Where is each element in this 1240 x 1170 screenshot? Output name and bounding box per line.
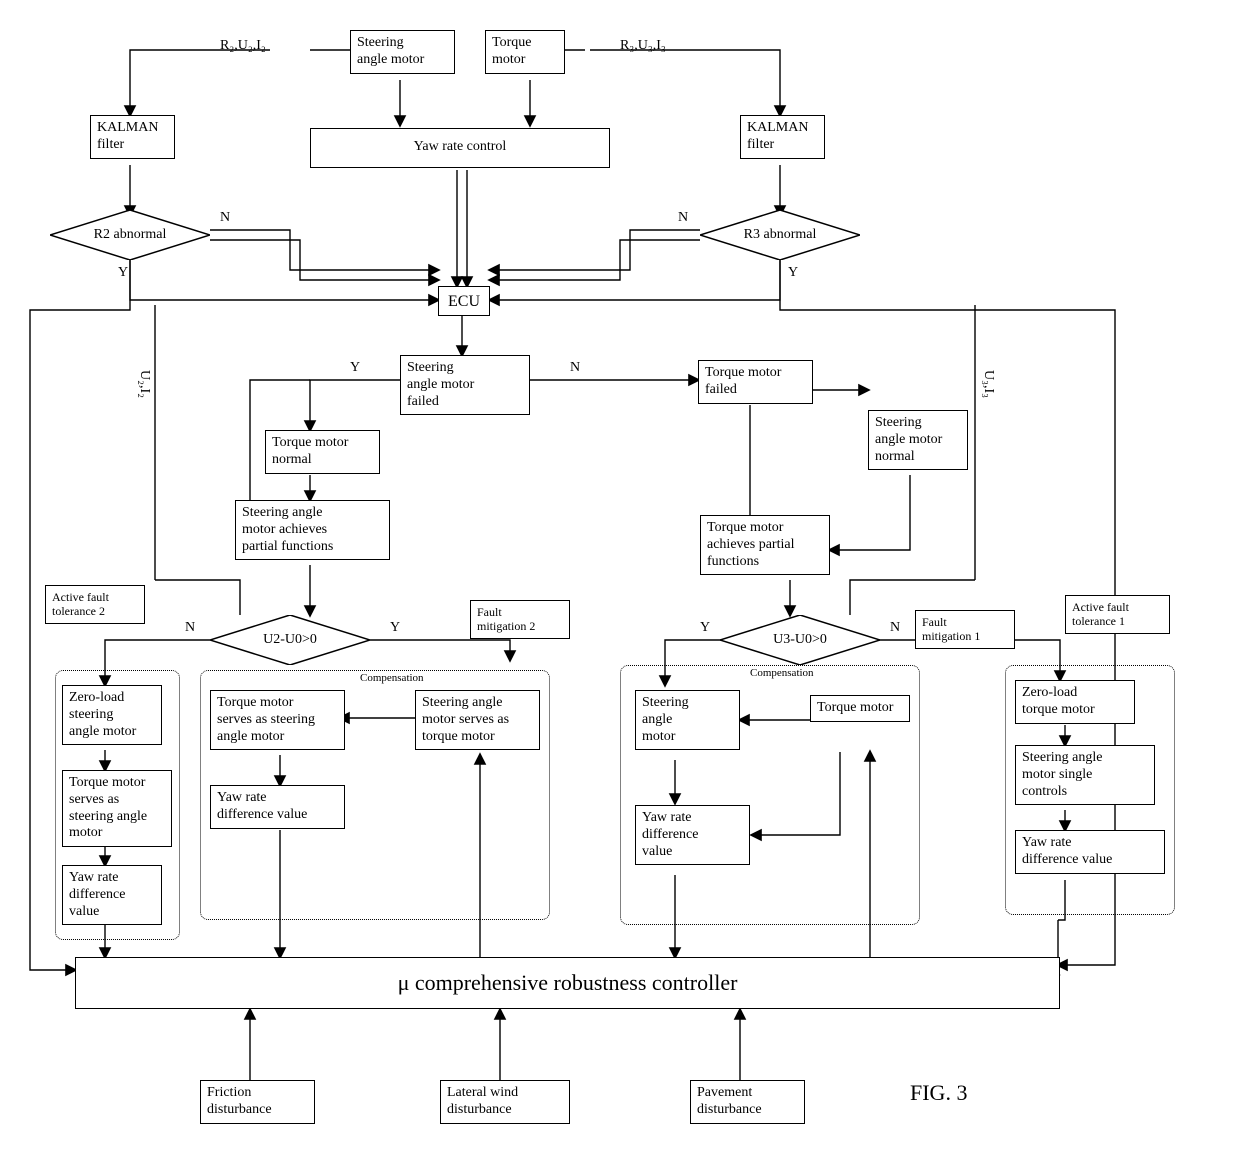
u3-u0-text: U3-U0>0 — [773, 632, 827, 648]
fm1-comp-label: Compensation — [750, 667, 814, 679]
r3-n-label: N — [678, 210, 688, 226]
u3i3-vlabel: U₃,I₃ — [980, 370, 996, 398]
r3-label: R₃,U₃,I₃ — [620, 38, 666, 54]
sam-failed-n: N — [570, 360, 580, 376]
u2-n: N — [185, 620, 195, 636]
yaw-diff-fm1-box: Yaw rate difference value — [635, 805, 750, 865]
r3-abnormal-text: R3 abnormal — [744, 227, 817, 243]
mu-controller-box: μ comprehensive robustness controller — [75, 957, 1060, 1009]
friction-disturbance-box: Friction disturbance — [200, 1080, 315, 1124]
u2-u0-decision: U2-U0>0 — [210, 615, 370, 665]
u3-u0-decision: U3-U0>0 — [720, 615, 880, 665]
yaw-rate-control-box: Yaw rate control — [310, 128, 610, 168]
yaw-diff-aft2-box: Yaw rate difference value — [62, 865, 162, 925]
sam-single-box: Steering angle motor single controls — [1015, 745, 1155, 805]
tm-fm1-box: Torque motor — [810, 695, 910, 722]
r2-y-label: Y — [118, 265, 128, 281]
u2i2-vlabel: U₂,I₂ — [136, 370, 152, 398]
lateral-wind-disturbance-box: Lateral wind disturbance — [440, 1080, 570, 1124]
kalman-filter-right: KALMAN filter — [740, 115, 825, 159]
pavement-disturbance-box: Pavement disturbance — [690, 1080, 805, 1124]
r2-abnormal-decision: R2 abnormal — [50, 210, 210, 260]
fm2-comp-label: Compensation — [360, 672, 424, 684]
zero-load-tm-box: Zero-load torque motor — [1015, 680, 1135, 724]
sam-fm1-box: Steering angle motor — [635, 690, 740, 750]
torque-normal-box: Torque motor normal — [265, 430, 380, 474]
r2-n-label: N — [220, 210, 230, 226]
torque-motor-box: Torque motor — [485, 30, 565, 74]
u2-u0-text: U2-U0>0 — [263, 632, 317, 648]
torque-partial-box: Torque motor achieves partial functions — [700, 515, 830, 575]
aft1-tag: Active fault tolerance 1 — [1065, 595, 1170, 634]
zero-load-sam-box: Zero-load steering angle motor — [62, 685, 162, 745]
fm1-tag: Fault mitigation 1 — [915, 610, 1015, 649]
sam-failed-y: Y — [350, 360, 360, 376]
flowchart-canvas: R₂,U₂,I₂ R₃,U₃,I₃ Steering angle motor T… — [10, 10, 1230, 1160]
steering-angle-motor-box: Steering angle motor — [350, 30, 455, 74]
u2-y: Y — [390, 620, 400, 636]
yaw-diff-aft1-box: Yaw rate difference value — [1015, 830, 1165, 874]
aft2-tag: Active fault tolerance 2 — [45, 585, 145, 624]
u3-y: Y — [700, 620, 710, 636]
sam-failed-box: Steering angle motor failed — [400, 355, 530, 415]
figure-label: FIG. 3 — [910, 1080, 967, 1106]
r2-label: R₂,U₂,I₂ — [220, 38, 266, 54]
sam-partial-box: Steering angle motor achieves partial fu… — [235, 500, 390, 560]
tm-as-sam-fm-box: Torque motor serves as steering angle mo… — [210, 690, 345, 750]
r3-y-label: Y — [788, 265, 798, 281]
sam-as-tm-box: Steering angle motor serves as torque mo… — [415, 690, 540, 750]
r3-abnormal-decision: R3 abnormal — [700, 210, 860, 260]
ecu-box: ECU — [438, 286, 490, 316]
u3-n: N — [890, 620, 900, 636]
fm2-tag: Fault mitigation 2 — [470, 600, 570, 639]
r2-abnormal-text: R2 abnormal — [94, 227, 167, 243]
tm-as-sam-box-aft: Torque motor serves as steering angle mo… — [62, 770, 172, 847]
torque-failed-box: Torque motor failed — [698, 360, 813, 404]
kalman-filter-left: KALMAN filter — [90, 115, 175, 159]
sam-normal-box: Steering angle motor normal — [868, 410, 968, 470]
yaw-diff-fm2-box: Yaw rate difference value — [210, 785, 345, 829]
